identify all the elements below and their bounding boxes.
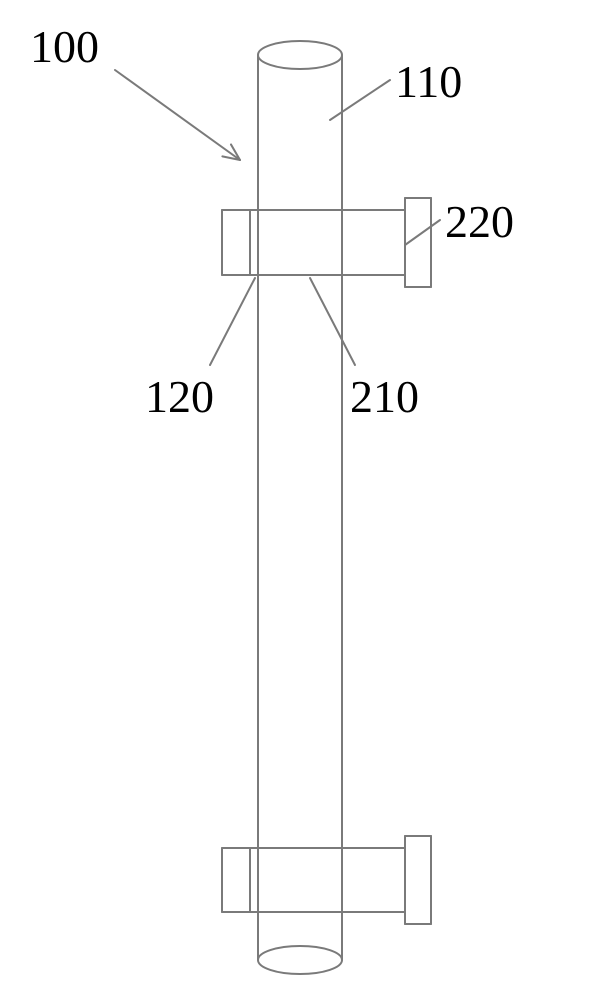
label-210: 210 [350,370,419,423]
label-110: 110 [395,55,462,108]
label-100: 100 [30,20,99,73]
diagram-stage: 100 110 220 120 210 [0,0,604,1000]
label-220: 220 [445,195,514,248]
label-120: 120 [145,370,214,423]
diagram-svg [0,0,604,1000]
